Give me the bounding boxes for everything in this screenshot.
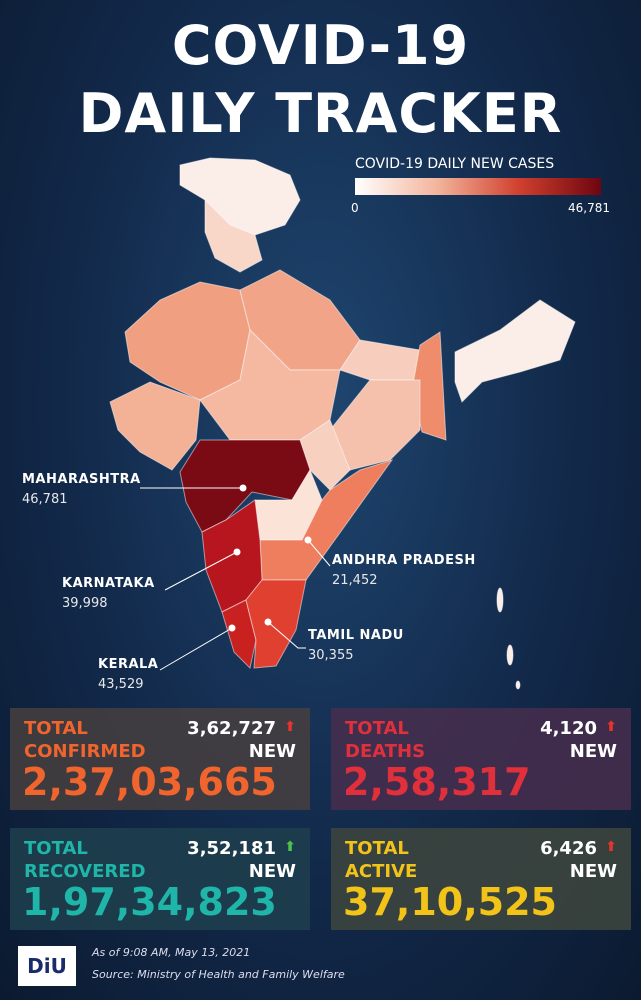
leader-line [267, 621, 306, 649]
state-value: 46,781 [22, 492, 68, 507]
card-label: TOTAL [24, 838, 88, 859]
india-map [109, 157, 576, 690]
region [245, 579, 307, 669]
region [109, 381, 201, 471]
island [496, 587, 504, 613]
legend-title: COVID-19 DAILY NEW CASES [355, 156, 555, 172]
up-arrow: ⬆ [284, 839, 296, 855]
marker [233, 548, 241, 556]
state-name: KARNATAKA [62, 576, 155, 591]
total-value: 2,37,03,665 [22, 760, 277, 804]
total-value: 1,97,34,823 [22, 880, 277, 924]
card-label: ACTIVE [345, 861, 418, 882]
state-name: TAMIL NADU [308, 628, 404, 643]
title-line1: COVID-19 [171, 14, 470, 77]
marker [228, 624, 236, 632]
total-value: 37,10,525 [343, 880, 557, 924]
card-label: TOTAL [345, 838, 409, 859]
marker [239, 484, 247, 492]
card-label: TOTAL [24, 718, 88, 739]
state-value: 21,452 [332, 573, 378, 588]
region [221, 599, 257, 670]
region [179, 157, 301, 236]
card-confirmed: TOTAL CONFIRMED 3,62,727 ⬆ NEW 2,37,03,6… [10, 708, 310, 810]
leader-line [159, 627, 233, 671]
region [454, 299, 576, 403]
new-value: 3,52,181 [187, 838, 276, 859]
state-value: 43,529 [98, 677, 144, 692]
state-name: KERALA [98, 657, 159, 672]
card-active: TOTAL ACTIVE 6,426 ⬆ NEW 37,10,525 [331, 828, 631, 930]
legend-bar [355, 178, 601, 195]
card-label: TOTAL [345, 718, 409, 739]
source: Source: Ministry of Health and Family We… [92, 968, 345, 981]
card-label: RECOVERED [24, 861, 146, 882]
logo: DiU [18, 946, 76, 986]
card-label: CONFIRMED [24, 741, 146, 762]
marker [264, 618, 272, 626]
title-line2: DAILY TRACKER [78, 82, 563, 145]
island [515, 680, 521, 690]
island [506, 644, 514, 666]
up-arrow: ⬆ [605, 719, 617, 735]
legend-min: 0 [351, 201, 359, 215]
state-name: ANDHRA PRADESH [332, 553, 476, 568]
region [204, 198, 263, 273]
card-recovered: TOTAL RECOVERED 3,52,181 ⬆ NEW 1,97,34,8… [10, 828, 310, 930]
leader-line [307, 539, 331, 567]
new-value: 4,120 [540, 718, 597, 739]
card-deaths: TOTAL DEATHS 4,120 ⬆ NEW 2,58,317 [331, 708, 631, 810]
state-value: 39,998 [62, 596, 108, 611]
up-arrow: ⬆ [605, 839, 617, 855]
region [124, 281, 251, 401]
marker [304, 536, 312, 544]
legend-max: 46,781 [568, 201, 610, 215]
timestamp: As of 9:08 AM, May 13, 2021 [92, 946, 251, 959]
card-label: DEATHS [345, 741, 426, 762]
new-value: 3,62,727 [187, 718, 276, 739]
state-value: 30,355 [308, 648, 354, 663]
up-arrow: ⬆ [284, 719, 296, 735]
new-label: NEW [569, 861, 617, 882]
total-value: 2,58,317 [343, 760, 531, 804]
leader-line [164, 551, 238, 591]
new-label: NEW [569, 741, 617, 762]
state-name: MAHARASHTRA [22, 472, 141, 487]
new-value: 6,426 [540, 838, 597, 859]
new-label: NEW [248, 741, 296, 762]
new-label: NEW [248, 861, 296, 882]
callouts [140, 484, 331, 671]
map [109, 157, 576, 690]
